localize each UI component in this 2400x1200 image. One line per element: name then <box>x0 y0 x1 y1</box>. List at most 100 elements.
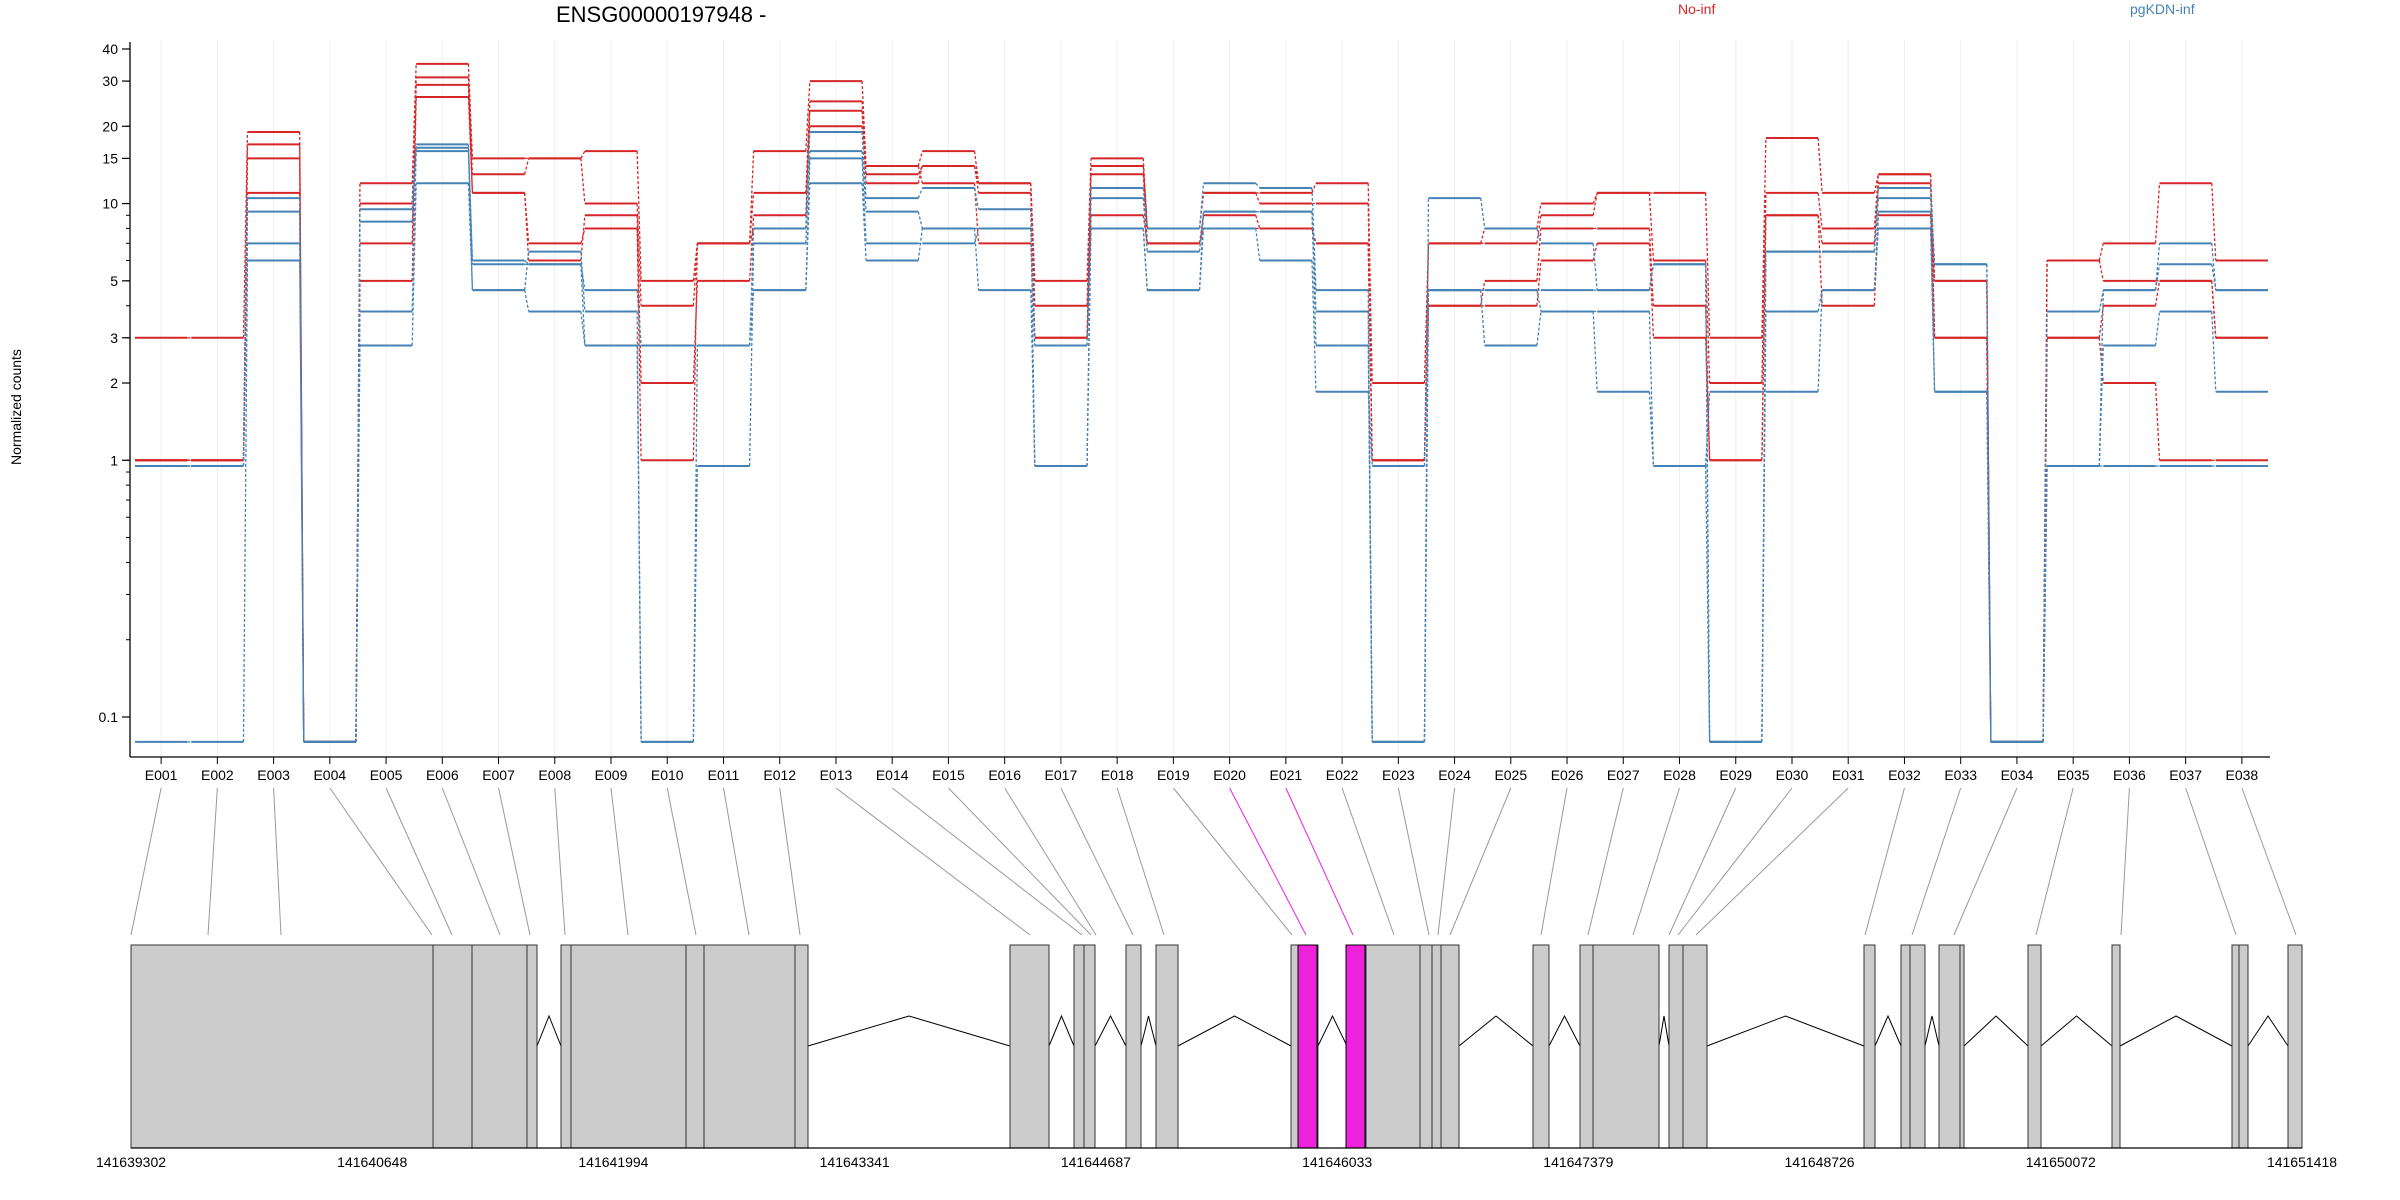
series-connector <box>1198 183 1205 229</box>
x-tick-label: E036 <box>2113 767 2146 783</box>
series-connector <box>1255 215 1261 229</box>
series-connector <box>242 131 249 338</box>
series-connector <box>1311 182 1317 194</box>
exon-connector <box>1285 787 1354 936</box>
series-connector <box>1536 260 1542 306</box>
series-connector <box>636 228 642 461</box>
coordinate-label: 141646033 <box>1302 1154 1372 1170</box>
series-connector <box>2154 311 2161 346</box>
series-connector <box>1536 228 1542 244</box>
intron-line <box>1874 1014 1902 1047</box>
y-tick-label: 20 <box>102 118 118 134</box>
x-tick-label: E027 <box>1607 767 1640 783</box>
series-connector <box>1929 211 1936 392</box>
plot-title: ENSG00000197948 - <box>556 2 767 27</box>
exon-connector <box>2120 787 2130 936</box>
intron-line <box>2040 1015 2113 1047</box>
plot-series <box>135 62 2268 743</box>
exon-connector <box>385 787 453 936</box>
series-connector <box>1311 211 1317 346</box>
exon-connector <box>1540 787 1568 936</box>
exon-connector <box>1172 787 1293 936</box>
series-connector <box>692 345 699 742</box>
series-connector <box>1311 187 1317 291</box>
series-connector <box>1648 264 1655 291</box>
x-tick-label: E003 <box>257 767 290 783</box>
exon-box <box>1938 944 1961 1149</box>
series-connector <box>1536 228 1542 281</box>
series-connector <box>917 211 923 229</box>
exon-connector <box>498 787 531 936</box>
x-tick-label: E026 <box>1551 767 1584 783</box>
series-connector <box>1592 192 1598 204</box>
series-connector <box>2098 305 2104 338</box>
x-tick-label: E032 <box>1888 767 1921 783</box>
series-connector <box>1592 243 1598 261</box>
x-tick-label: E012 <box>763 767 796 783</box>
exon-connector <box>666 787 697 936</box>
series-connector <box>861 183 867 261</box>
series-connector <box>973 187 980 210</box>
series-connector <box>1648 228 1655 306</box>
exon-connector <box>1397 787 1430 936</box>
plot-grid <box>160 40 2243 757</box>
gene-model <box>130 944 2303 1149</box>
series-connector <box>1648 391 1655 467</box>
series-connector <box>973 165 980 194</box>
exon-box <box>2111 944 2121 1149</box>
exon-box <box>1863 944 1876 1149</box>
series-connector <box>1704 337 1711 461</box>
series-connector <box>1480 198 1486 229</box>
x-tick-label: E006 <box>426 767 459 783</box>
series-connector <box>1536 203 1542 229</box>
series-connector <box>1761 138 1767 338</box>
x-tick-label: E029 <box>1719 767 1752 783</box>
series-connector <box>1030 209 1036 467</box>
series-connector <box>636 311 642 742</box>
series-connector <box>1480 228 1486 244</box>
x-tick-label: E019 <box>1157 767 1190 783</box>
series-connector <box>467 77 474 175</box>
exon-box <box>130 944 434 1149</box>
exon-connector <box>207 787 218 936</box>
series-connector <box>1704 192 1711 338</box>
series-connector <box>411 84 417 244</box>
exon-box <box>1073 944 1085 1149</box>
exon-connector <box>891 787 1083 936</box>
series-connector <box>917 150 923 167</box>
series-connector <box>1986 391 1992 742</box>
x-tick-label: E034 <box>2001 767 2034 783</box>
exon-box <box>1579 944 1594 1149</box>
x-tick-label: E021 <box>1270 767 1303 783</box>
exon-connector <box>1953 787 2018 936</box>
exon-box <box>432 944 473 1149</box>
exon-box <box>1668 944 1684 1149</box>
coordinate-label: 141648726 <box>1785 1154 1855 1170</box>
series-connector <box>861 158 867 244</box>
series-1 <box>135 76 2268 743</box>
exon-connector <box>1449 787 1512 936</box>
series-connector <box>2154 280 2161 306</box>
exon-connector <box>130 787 162 936</box>
exon-box <box>1959 944 1965 1149</box>
x-tick-label: E016 <box>988 767 1021 783</box>
series-connector <box>1873 228 1879 291</box>
series-connector <box>242 192 249 461</box>
coordinate-label: 141643341 <box>820 1154 890 1170</box>
series-connector <box>524 158 530 175</box>
series-connector <box>1142 228 1148 291</box>
intron-line <box>807 1015 1011 1047</box>
series-connector <box>748 290 755 346</box>
series-connector <box>1873 198 1879 252</box>
y-tick-label: 1 <box>110 452 118 468</box>
exon-box <box>2238 944 2249 1149</box>
series-connector <box>917 228 923 261</box>
y-tick-label: 40 <box>102 41 118 57</box>
series-connector <box>1536 290 1542 312</box>
y-tick-label: 30 <box>102 73 118 89</box>
y-tick-label: 10 <box>102 196 118 212</box>
series-connector <box>580 158 586 204</box>
y-tick-label: 2 <box>110 375 118 391</box>
series-connector <box>917 187 923 199</box>
